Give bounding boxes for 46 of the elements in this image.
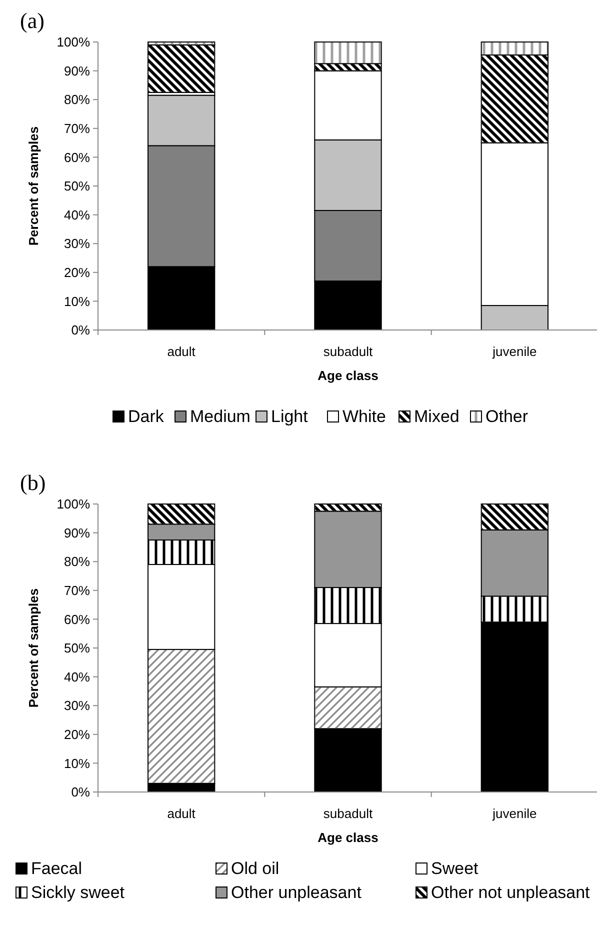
chart-title: (a): [20, 8, 44, 33]
y-tick-label: 10%: [64, 756, 90, 771]
legend-label: Sweet: [431, 859, 479, 878]
y-tick-label: 70%: [64, 582, 90, 598]
y-tick-label: 0%: [71, 784, 90, 800]
y-tick-label: 60%: [64, 150, 90, 165]
x-tick-label: juvenile: [492, 344, 537, 359]
x-tick-label: subadult: [323, 344, 373, 359]
y-tick-label: 40%: [64, 207, 90, 222]
legend-label: Sickly sweet: [31, 883, 125, 902]
y-tick-label: 80%: [64, 92, 90, 108]
chart-title: (b): [20, 470, 46, 495]
x-tick-label: subadult: [323, 806, 373, 821]
y-tick-label: 100%: [56, 34, 90, 50]
legend-label: Other: [486, 407, 528, 426]
y-tick-label: 50%: [64, 640, 90, 656]
x-axis-title: Age class: [318, 830, 378, 845]
y-tick-label: 20%: [64, 264, 90, 280]
x-tick-label: adult: [167, 344, 196, 359]
legend-label: Dark: [128, 407, 164, 426]
y-tick-label: 0%: [71, 322, 90, 338]
legend-label: Light: [271, 407, 308, 426]
legend-label: White: [342, 407, 386, 426]
y-tick-label: 10%: [64, 294, 90, 309]
x-axis-title: Age class: [318, 368, 378, 383]
y-tick-label: 30%: [64, 236, 90, 252]
y-tick-label: 60%: [64, 612, 90, 627]
legend-label: Faecal: [31, 859, 82, 878]
y-tick-label: 50%: [64, 178, 90, 194]
y-axis-title: Percent of samples: [26, 126, 41, 246]
x-tick-label: juvenile: [492, 806, 537, 821]
x-tick-label: adult: [167, 806, 196, 821]
legend-label: Medium: [190, 407, 250, 426]
y-tick-label: 40%: [64, 669, 90, 684]
legend-label: Mixed: [414, 407, 460, 426]
y-tick-label: 90%: [64, 525, 90, 540]
y-tick-label: 30%: [64, 698, 90, 714]
y-tick-label: 90%: [64, 63, 90, 78]
legend-label: Old oil: [231, 859, 280, 878]
legend-label: Other unpleasant: [231, 883, 362, 902]
y-tick-label: 20%: [64, 726, 90, 742]
y-tick-label: 80%: [64, 554, 90, 570]
y-tick-label: 70%: [64, 120, 90, 136]
y-tick-label: 100%: [56, 496, 90, 512]
y-axis-title: Percent of samples: [26, 588, 41, 708]
legend-label: Other not unpleasant: [431, 883, 590, 902]
